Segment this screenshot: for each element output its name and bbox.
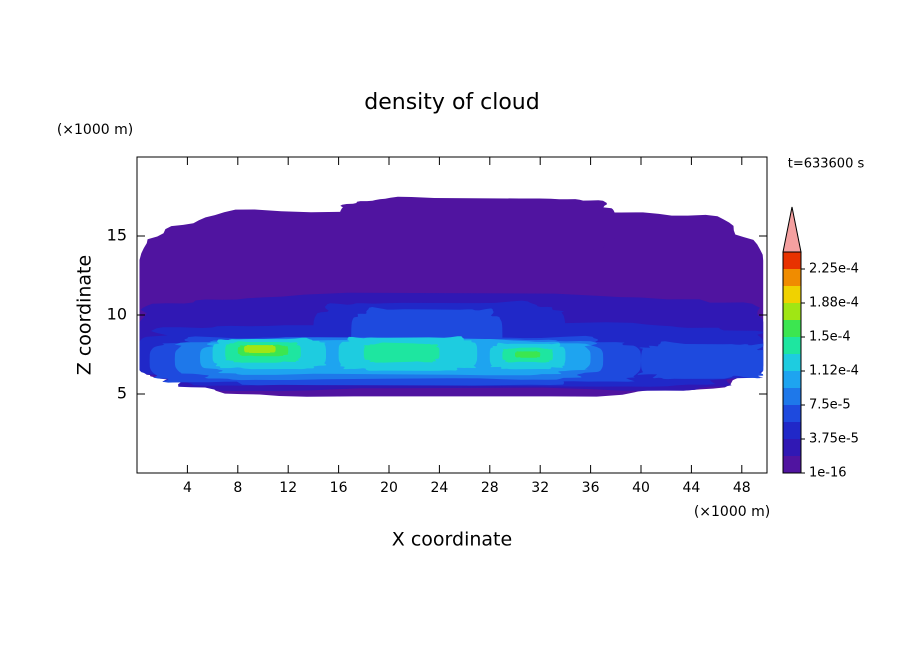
colorbar-band [783,286,801,303]
colorbar-band [783,252,801,269]
contour-region [338,196,616,253]
chart-title: density of cloud [364,90,539,115]
x-tick-label: 32 [531,480,549,496]
colorbar-band [783,269,801,286]
x-tick-label: 8 [233,480,242,496]
colorbar-tick-label: 1.12e-4 [809,364,859,379]
colorbar-band [783,337,801,354]
colorbar-band [783,439,801,456]
contour-region [244,344,276,353]
x-unit: (×1000 m) [694,504,770,520]
colorbar-tick-label: 7.5e-5 [809,398,851,413]
x-axis-label: X coordinate [392,529,512,551]
colorbar-frame [782,251,802,474]
colorbar-band [783,388,801,405]
contour-region [515,351,541,358]
y-tick-label: 10 [107,305,127,324]
x-tick-label: 16 [330,480,348,496]
contour-region [363,342,440,363]
colorbar-band [783,456,801,473]
colorbar-tick-label: 3.75e-5 [809,432,859,447]
y-tick-label: 5 [117,384,127,403]
colorbar-tick-label: 1.88e-4 [809,296,859,311]
x-tick-label: 36 [582,480,600,496]
y-axis-label: Z coordinate [74,255,96,375]
x-tick-label: 40 [632,480,650,496]
colorbar-band [783,320,801,337]
x-tick-label: 12 [279,480,297,496]
x-tick-label: 4 [183,480,192,496]
colorbar-band [783,371,801,388]
y-tick-label: 15 [107,226,127,245]
x-tick-label: 28 [481,480,499,496]
colorbar-band [783,405,801,422]
y-unit: (×1000 m) [57,122,133,138]
time-label: t=633600 s [788,157,865,172]
colorbar-tick-label: 1e-16 [809,466,847,481]
x-tick-label: 44 [682,480,700,496]
colorbar-extension [782,206,802,253]
colorbar-band [783,422,801,439]
contour-region [637,341,764,380]
x-tick-label: 24 [430,480,448,496]
colorbar-band [783,354,801,371]
x-tick-label: 20 [380,480,398,496]
colorbar-band [783,303,801,320]
x-tick-label: 48 [733,480,751,496]
colorbar-tick-label: 1.5e-4 [809,330,851,345]
colorbar-tick-label: 2.25e-4 [809,262,859,277]
